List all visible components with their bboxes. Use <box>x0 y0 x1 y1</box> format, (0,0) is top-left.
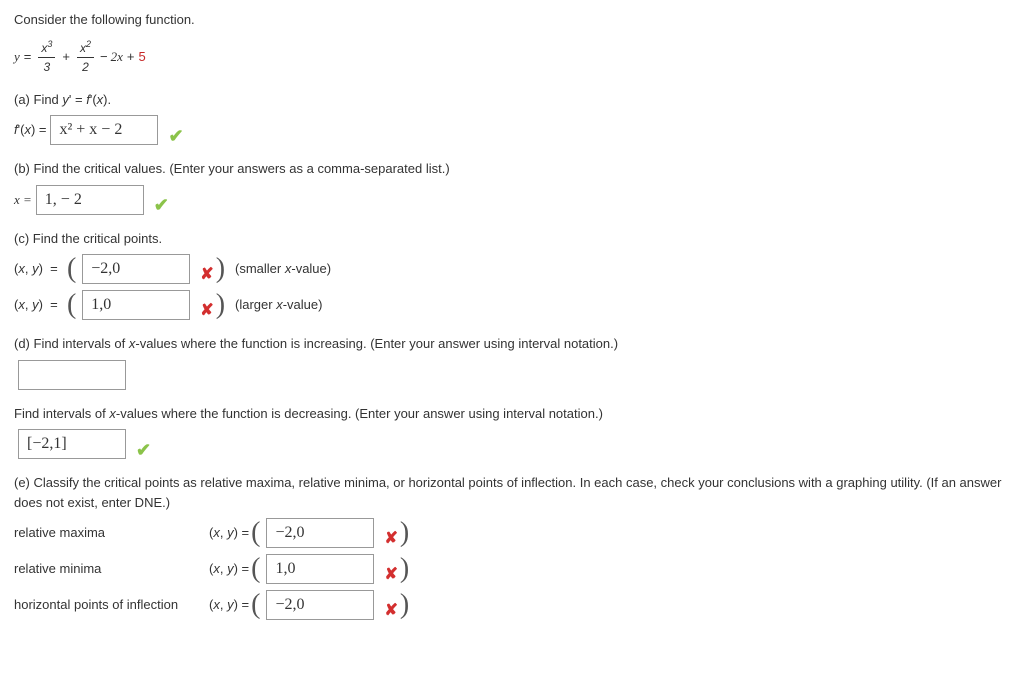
critical-point-2-input[interactable]: 1,0 <box>82 290 190 320</box>
xy-label: (x, y) = <box>209 595 249 615</box>
xy-label: (x, y) = <box>209 523 249 543</box>
larger-hint: (larger x-value) <box>235 295 322 315</box>
open-paren: ( <box>251 558 260 580</box>
smaller-hint: (smaller x-value) <box>235 259 331 279</box>
cross-icon: ✘ <box>200 263 213 287</box>
part-c-prompt: (c) Find the critical points. <box>14 229 1010 249</box>
fprime-input[interactable]: x² + x − 2 <box>50 115 158 145</box>
part-a-prompt: (a) Find y' = f'(x). <box>14 90 1010 110</box>
increasing-input[interactable] <box>18 360 126 390</box>
close-paren: ) <box>400 594 409 616</box>
rel-min-label: relative minima <box>14 559 209 579</box>
rel-min-input[interactable]: 1,0 <box>266 554 374 584</box>
problem-title: Consider the following function. <box>14 10 1010 30</box>
cross-icon: ✘ <box>384 527 397 551</box>
cross-icon: ✘ <box>200 299 213 323</box>
cross-icon: ✘ <box>384 599 397 623</box>
check-icon: ✔ <box>168 123 183 150</box>
fprime-lhs: f'(x) = <box>14 120 46 140</box>
xy-label: (x, y) = <box>209 559 249 579</box>
part-b-prompt: (b) Find the critical values. (Enter you… <box>14 159 1010 179</box>
rel-max-input[interactable]: −2,0 <box>266 518 374 548</box>
close-paren: ) <box>400 522 409 544</box>
horiz-infl-label: horizontal points of inflection <box>14 595 209 615</box>
open-paren: ( <box>251 522 260 544</box>
function-equation: y = x3 3 + x2 2 − 2x + 5 <box>14 38 1010 76</box>
decreasing-input[interactable]: [−2,1] <box>18 429 126 459</box>
cross-icon: ✘ <box>384 563 397 587</box>
horiz-infl-input[interactable]: −2,0 <box>266 590 374 620</box>
rel-max-label: relative maxima <box>14 523 209 543</box>
part-d2-prompt: Find intervals of x-values where the fun… <box>14 404 1010 424</box>
part-d-prompt: (d) Find intervals of x-values where the… <box>14 334 1010 354</box>
check-icon: ✔ <box>136 437 151 464</box>
xy-label: (x, y) = <box>14 259 65 279</box>
critical-point-1-input[interactable]: −2,0 <box>82 254 190 284</box>
part-e-prompt: (e) Classify the critical points as rela… <box>14 473 1010 512</box>
close-paren: ) <box>400 558 409 580</box>
close-paren: ) <box>216 258 225 280</box>
open-paren: ( <box>67 258 76 280</box>
check-icon: ✔ <box>154 192 169 219</box>
open-paren: ( <box>67 294 76 316</box>
close-paren: ) <box>216 294 225 316</box>
xy-label: (x, y) = <box>14 295 65 315</box>
open-paren: ( <box>251 594 260 616</box>
x-equals-label: x = <box>14 190 32 210</box>
critical-values-input[interactable]: 1, − 2 <box>36 185 144 215</box>
